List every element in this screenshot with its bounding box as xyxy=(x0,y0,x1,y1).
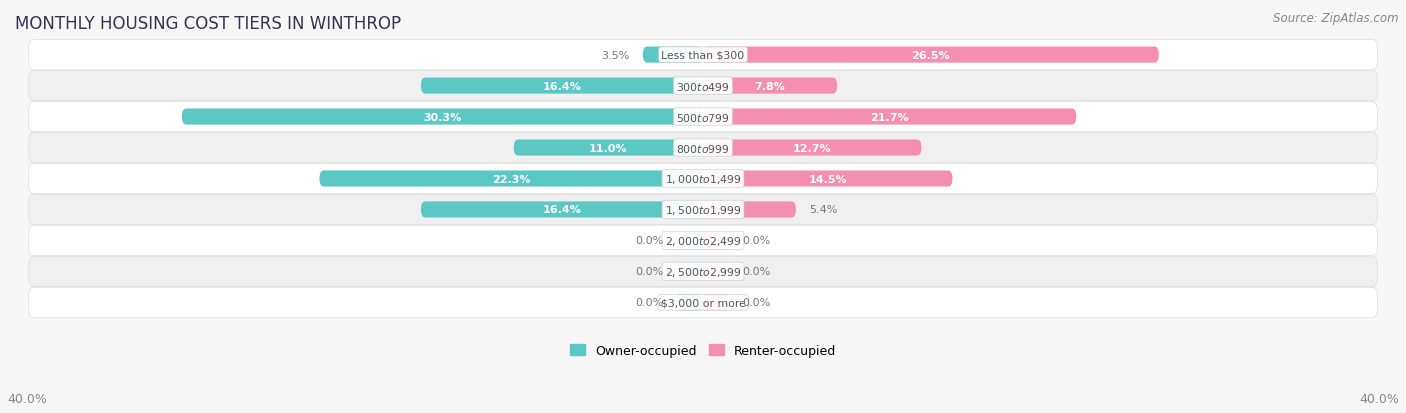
Text: 0.0%: 0.0% xyxy=(742,298,770,308)
Text: Source: ZipAtlas.com: Source: ZipAtlas.com xyxy=(1274,12,1399,25)
Text: $500 to $799: $500 to $799 xyxy=(676,111,730,123)
Text: 40.0%: 40.0% xyxy=(1360,392,1399,405)
FancyBboxPatch shape xyxy=(703,47,1159,64)
Text: 30.3%: 30.3% xyxy=(423,112,461,122)
Text: $300 to $499: $300 to $499 xyxy=(676,81,730,93)
FancyBboxPatch shape xyxy=(28,102,1378,133)
FancyBboxPatch shape xyxy=(420,202,703,218)
FancyBboxPatch shape xyxy=(678,233,703,249)
Text: $3,000 or more: $3,000 or more xyxy=(661,298,745,308)
Text: 16.4%: 16.4% xyxy=(543,205,582,215)
FancyBboxPatch shape xyxy=(28,226,1378,256)
FancyBboxPatch shape xyxy=(28,71,1378,102)
FancyBboxPatch shape xyxy=(703,171,952,187)
Text: 3.5%: 3.5% xyxy=(600,50,628,60)
FancyBboxPatch shape xyxy=(28,164,1378,194)
Text: $1,500 to $1,999: $1,500 to $1,999 xyxy=(665,204,741,216)
Text: 11.0%: 11.0% xyxy=(589,143,627,153)
Text: $800 to $999: $800 to $999 xyxy=(676,142,730,154)
Text: $2,000 to $2,499: $2,000 to $2,499 xyxy=(665,235,741,247)
Text: MONTHLY HOUSING COST TIERS IN WINTHROP: MONTHLY HOUSING COST TIERS IN WINTHROP xyxy=(15,15,401,33)
FancyBboxPatch shape xyxy=(703,264,728,280)
FancyBboxPatch shape xyxy=(28,256,1378,287)
FancyBboxPatch shape xyxy=(703,233,728,249)
Text: 40.0%: 40.0% xyxy=(7,392,46,405)
Text: 26.5%: 26.5% xyxy=(911,50,950,60)
Text: 5.4%: 5.4% xyxy=(810,205,838,215)
Text: 16.4%: 16.4% xyxy=(543,81,582,91)
Text: 0.0%: 0.0% xyxy=(636,298,664,308)
FancyBboxPatch shape xyxy=(643,47,703,64)
Legend: Owner-occupied, Renter-occupied: Owner-occupied, Renter-occupied xyxy=(565,339,841,362)
FancyBboxPatch shape xyxy=(703,109,1076,125)
FancyBboxPatch shape xyxy=(513,140,703,156)
Text: 0.0%: 0.0% xyxy=(742,236,770,246)
Text: 12.7%: 12.7% xyxy=(793,143,831,153)
FancyBboxPatch shape xyxy=(181,109,703,125)
FancyBboxPatch shape xyxy=(703,202,796,218)
Text: 0.0%: 0.0% xyxy=(636,267,664,277)
FancyBboxPatch shape xyxy=(420,78,703,95)
Text: 0.0%: 0.0% xyxy=(636,236,664,246)
FancyBboxPatch shape xyxy=(28,40,1378,71)
FancyBboxPatch shape xyxy=(28,287,1378,318)
FancyBboxPatch shape xyxy=(703,140,921,156)
Text: $2,500 to $2,999: $2,500 to $2,999 xyxy=(665,265,741,278)
Text: 0.0%: 0.0% xyxy=(742,267,770,277)
FancyBboxPatch shape xyxy=(678,294,703,311)
FancyBboxPatch shape xyxy=(319,171,703,187)
FancyBboxPatch shape xyxy=(703,78,837,95)
Text: Less than $300: Less than $300 xyxy=(661,50,745,60)
Text: 22.3%: 22.3% xyxy=(492,174,530,184)
FancyBboxPatch shape xyxy=(28,195,1378,225)
FancyBboxPatch shape xyxy=(28,133,1378,163)
Text: 14.5%: 14.5% xyxy=(808,174,846,184)
FancyBboxPatch shape xyxy=(703,294,728,311)
Text: 21.7%: 21.7% xyxy=(870,112,908,122)
FancyBboxPatch shape xyxy=(678,264,703,280)
Text: 7.8%: 7.8% xyxy=(755,81,786,91)
Text: $1,000 to $1,499: $1,000 to $1,499 xyxy=(665,173,741,185)
